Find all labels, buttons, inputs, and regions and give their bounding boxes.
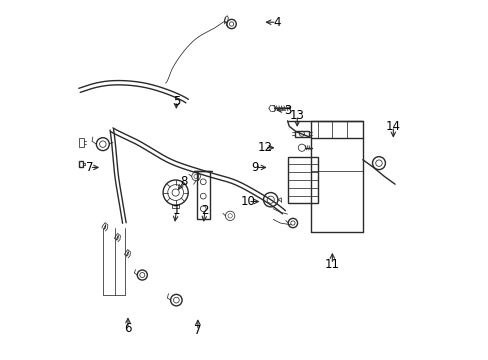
Text: 6: 6 <box>124 322 131 335</box>
Text: 7: 7 <box>194 324 201 337</box>
Text: 5: 5 <box>172 95 180 108</box>
Text: 9: 9 <box>251 161 259 174</box>
Bar <box>79 161 83 167</box>
Text: 11: 11 <box>324 258 339 271</box>
Text: 1: 1 <box>172 204 180 217</box>
Bar <box>294 131 308 137</box>
Text: 10: 10 <box>240 195 255 208</box>
Text: 14: 14 <box>385 120 400 133</box>
Text: 7: 7 <box>86 161 93 174</box>
Bar <box>196 171 209 220</box>
Text: 12: 12 <box>257 141 272 154</box>
Bar <box>287 157 317 203</box>
Text: 13: 13 <box>289 109 304 122</box>
Text: 8: 8 <box>180 175 187 188</box>
Text: 2: 2 <box>201 204 208 217</box>
Text: 4: 4 <box>272 16 280 29</box>
Text: 3: 3 <box>283 104 291 117</box>
Bar <box>79 138 83 147</box>
